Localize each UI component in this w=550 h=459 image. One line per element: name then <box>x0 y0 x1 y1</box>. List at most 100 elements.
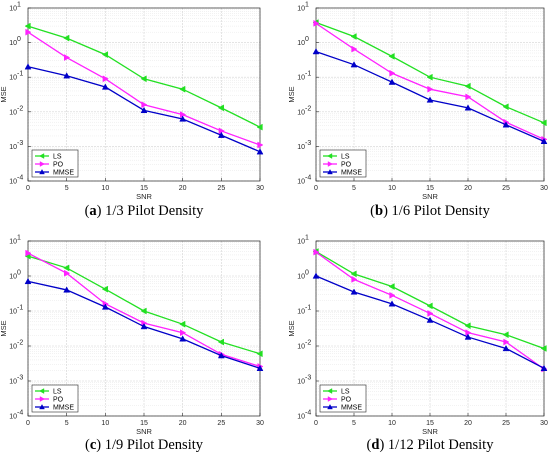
data-point-mmse <box>217 131 225 138</box>
chart-panel-b: 0 5 10 15 20 25 3010-410-310-210-1100101SNRMSE… <box>287 2 548 220</box>
data-point-po <box>351 45 358 53</box>
data-point-mmse <box>101 83 109 90</box>
y-axis-label: MSE <box>287 320 296 336</box>
y-tick-label: 10 <box>297 40 305 47</box>
data-point-mmse <box>350 61 358 68</box>
legend-label-po: PO <box>53 162 64 169</box>
data-point-po <box>102 75 109 83</box>
panel-caption: (b) 1/6 Pilot Density <box>370 203 490 219</box>
chart-panel-d: 0 5 10 15 20 25 3010-410-310-210-1100101SNRMSE… <box>287 235 548 454</box>
y-tick-label: 10 <box>9 75 17 82</box>
caption-open-paren: ( <box>370 203 375 219</box>
data-point-ls <box>256 350 263 358</box>
y-tick-exponent: -4 <box>17 410 23 417</box>
y-axis-label: MSE <box>287 86 296 102</box>
data-point-mmse <box>63 72 71 79</box>
data-point-ls <box>24 22 31 30</box>
legend-marker-mmse <box>327 404 333 410</box>
caption-text: 1/6 Pilot Density <box>392 203 491 219</box>
data-point-po <box>64 269 71 277</box>
legend-marker-po <box>327 396 333 402</box>
data-point-ls <box>256 123 263 131</box>
y-tick-label: 10 <box>9 144 17 151</box>
chart-panel-a: 0 5 10 15 20 25 3010-410-310-210-1100101SNRMSE… <box>0 2 264 220</box>
x-tick-label: 10 <box>101 185 109 192</box>
data-point-po <box>313 248 320 256</box>
y-tick-label: 10 <box>297 274 305 281</box>
y-tick-exponent: -2 <box>305 105 311 112</box>
y-axis-label: MSE <box>0 86 8 102</box>
chart-panel-c: 0 5 10 15 20 25 3010-410-310-210-1100101SNRMSE… <box>0 235 264 454</box>
x-tick-label: 10 <box>388 185 396 192</box>
legend-marker-po <box>39 396 45 402</box>
y-tick-exponent: -1 <box>305 305 311 312</box>
x-tick-label: 15 <box>426 420 434 427</box>
y-tick-label: 10 <box>9 6 17 13</box>
legend-label-po: PO <box>53 397 64 404</box>
y-tick-label: 10 <box>297 109 305 116</box>
y-tick-label: 10 <box>297 344 305 351</box>
legend-marker-mmse <box>39 404 45 410</box>
data-point-po <box>25 28 32 36</box>
panel-caption: (d) 1/12 Pilot Density <box>367 437 495 453</box>
x-tick-label: 25 <box>502 420 510 427</box>
y-tick-label: 10 <box>9 344 17 351</box>
data-point-po <box>64 54 71 61</box>
data-point-po <box>351 275 358 283</box>
y-tick-exponent: -1 <box>17 305 23 312</box>
data-point-po <box>180 329 187 337</box>
x-tick-label: 30 <box>540 420 548 427</box>
data-point-mmse <box>24 63 32 70</box>
caption-close-paren: ) <box>97 203 105 219</box>
x-axis-label: SNR <box>422 427 438 436</box>
data-point-ls <box>217 338 224 346</box>
data-point-ls <box>426 302 433 310</box>
data-point-mmse <box>101 303 109 310</box>
y-tick-exponent: -3 <box>305 140 311 147</box>
x-axis-label: SNR <box>422 192 438 201</box>
x-tick-label: 20 <box>464 185 472 192</box>
y-tick-label: 10 <box>297 144 305 151</box>
y-tick-exponent: 1 <box>17 2 21 9</box>
legend-label-po: PO <box>341 397 352 404</box>
legend-marker-mmse <box>327 169 333 175</box>
panel-caption: (a) 1/3 Pilot Density <box>85 203 205 219</box>
data-point-mmse <box>502 121 510 128</box>
y-tick-exponent: -4 <box>305 175 311 182</box>
caption-close-paren: ) <box>379 437 387 453</box>
data-point-po <box>389 291 396 299</box>
caption-open-paren: ( <box>367 437 372 453</box>
x-tick-label: 5 <box>65 185 69 192</box>
data-point-po <box>389 69 396 77</box>
data-point-mmse <box>540 137 548 144</box>
data-point-po <box>465 93 472 101</box>
caption-open-paren: ( <box>85 437 90 453</box>
y-tick-exponent: 1 <box>17 235 21 242</box>
data-point-ls <box>540 345 547 352</box>
y-tick-label: 10 <box>297 75 305 82</box>
data-point-mmse <box>312 272 320 279</box>
data-point-po <box>257 141 264 149</box>
legend-label-mmse: MMSE <box>53 170 74 177</box>
x-tick-label: 5 <box>65 420 69 427</box>
data-point-ls <box>63 34 70 42</box>
data-point-ls <box>350 270 357 278</box>
caption-close-paren: ) <box>96 437 104 453</box>
caption-text: 1/9 Pilot Density <box>105 437 204 453</box>
data-point-ls <box>464 82 471 90</box>
data-point-ls <box>140 307 147 315</box>
y-tick-label: 10 <box>9 109 17 116</box>
y-tick-label: 10 <box>9 239 17 246</box>
data-point-ls <box>140 75 147 83</box>
data-point-mmse <box>540 364 548 371</box>
y-tick-label: 10 <box>297 414 305 421</box>
data-point-po <box>427 85 434 93</box>
y-tick-label: 10 <box>9 414 17 421</box>
x-tick-label: 15 <box>426 185 434 192</box>
data-point-po <box>141 101 148 109</box>
data-point-mmse <box>388 78 396 85</box>
legend-marker-ls <box>327 153 333 159</box>
data-point-mmse <box>464 104 472 111</box>
legend-label-ls: LS <box>341 154 350 161</box>
y-tick-label: 10 <box>9 309 17 316</box>
